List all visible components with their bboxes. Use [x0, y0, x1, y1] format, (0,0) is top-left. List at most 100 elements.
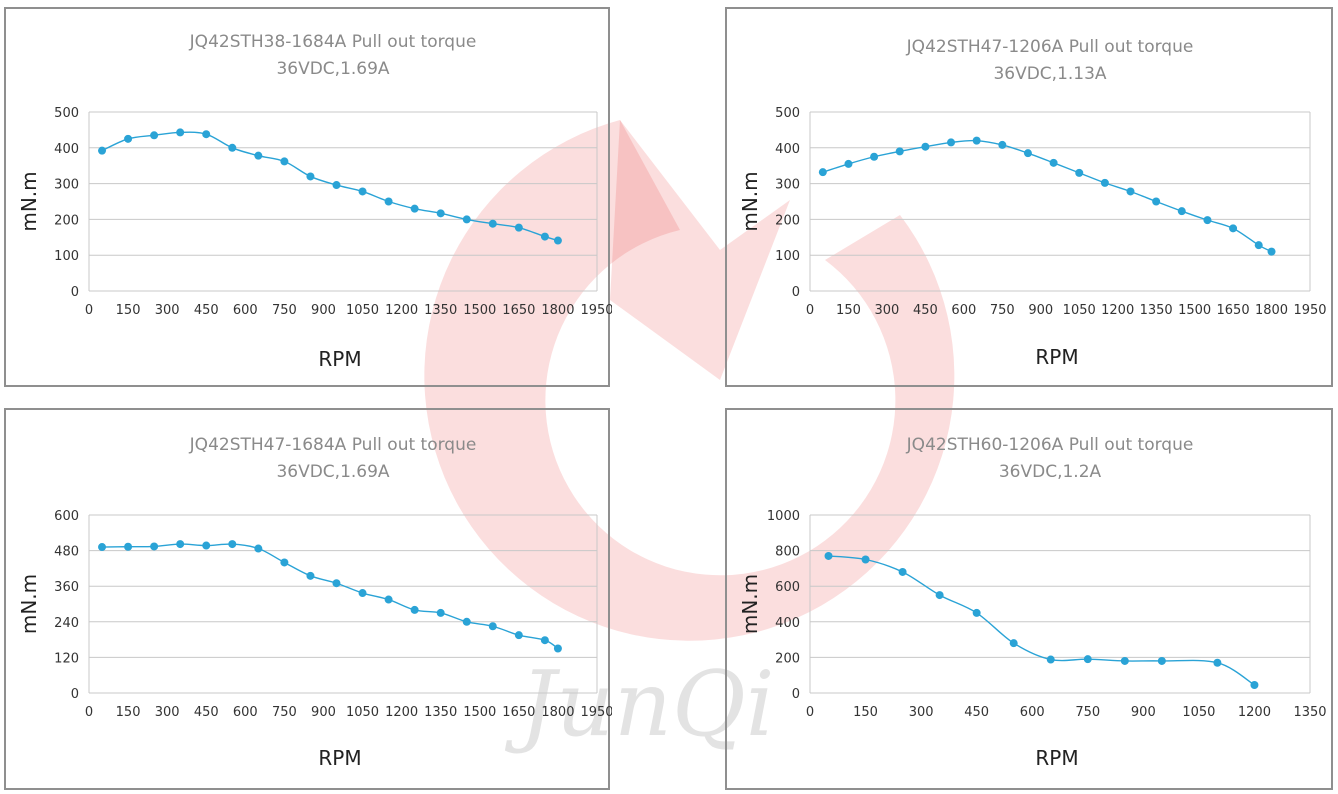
chart-1-svg: JQ42STH38-1684A Pull out torque 36VDC,1.6…: [17, 32, 612, 371]
data-point: [998, 140, 1007, 149]
data-point: [384, 197, 393, 206]
x-tick-label: 1950: [580, 705, 612, 720]
x-tick-label: 1800: [541, 303, 574, 318]
x-tick-label: 450: [194, 705, 219, 720]
chart-2-svg: JQ42STH47-1206A Pull out torque 36VDC,1.1…: [738, 37, 1327, 369]
data-point: [1254, 241, 1263, 250]
data-point: [540, 232, 549, 241]
x-tick-label: 1350: [1140, 303, 1173, 318]
data-point: [1083, 655, 1092, 664]
x-tick-label: 1650: [502, 705, 535, 720]
data-point: [306, 571, 315, 580]
x-tick-label: 1950: [1293, 303, 1326, 318]
data-point: [202, 130, 211, 139]
chart-title: JQ42STH47-1684A Pull out torque: [189, 435, 477, 455]
data-point: [861, 555, 870, 564]
data-point: [462, 617, 471, 626]
data-point: [228, 540, 237, 549]
x-tick-label: 750: [990, 303, 1015, 318]
data-point: [1267, 247, 1276, 256]
data-point: [824, 551, 833, 560]
data-point: [870, 152, 879, 161]
data-point: [98, 543, 107, 552]
data-point: [1049, 158, 1058, 167]
y-axis-title: mN.m: [17, 171, 41, 231]
data-point: [818, 168, 827, 177]
x-tick-label: 1800: [1255, 303, 1288, 318]
y-axis-title: mN.m: [17, 574, 41, 634]
y-tick-label: 0: [71, 687, 79, 702]
y-tick-label: 300: [54, 178, 79, 193]
data-point: [358, 187, 367, 196]
x-tick-label: 1200: [385, 303, 418, 318]
x-tick-label: 150: [853, 705, 878, 720]
data-point: [462, 215, 471, 224]
data-point: [553, 236, 562, 245]
chart-title: JQ42STH60-1206A Pull out torque: [906, 435, 1194, 455]
y-tick-label: 200: [775, 651, 800, 666]
data-point: [1126, 187, 1135, 196]
data-point: [1203, 216, 1212, 225]
chart-panel-2: JQ42STH47-1206A Pull out torque 36VDC,1.1…: [725, 7, 1333, 387]
y-tick-label: 400: [775, 616, 800, 631]
x-tick-label: 450: [913, 303, 938, 318]
x-tick-label: 750: [272, 303, 297, 318]
x-tick-label: 0: [806, 303, 814, 318]
data-point: [1023, 149, 1032, 158]
x-tick-label: 900: [311, 303, 336, 318]
y-tick-label: 0: [71, 285, 79, 300]
data-point: [332, 181, 341, 190]
y-tick-label: 300: [775, 178, 800, 193]
y-tick-label: 400: [54, 142, 79, 157]
data-point: [202, 541, 211, 550]
x-tick-label: 1350: [424, 303, 457, 318]
watermark-brand-text: JunQi: [504, 652, 775, 757]
x-tick-label: 1500: [1178, 303, 1211, 318]
data-point: [898, 567, 907, 576]
x-tick-label: 150: [116, 705, 141, 720]
x-tick-label: 1650: [1217, 303, 1250, 318]
x-axis-title: RPM: [318, 746, 361, 770]
x-tick-label: 1050: [1182, 705, 1215, 720]
data-point: [895, 147, 904, 156]
data-point: [358, 589, 367, 598]
data-point: [1152, 197, 1161, 206]
data-point: [332, 579, 341, 588]
data-point: [1177, 207, 1186, 216]
data-point: [488, 219, 497, 228]
data-point: [1229, 224, 1238, 233]
x-tick-label: 1500: [463, 705, 496, 720]
data-point: [280, 157, 289, 166]
data-point: [540, 636, 549, 645]
x-tick-label: 1050: [346, 705, 379, 720]
data-point: [844, 159, 853, 168]
y-tick-label: 600: [54, 509, 79, 524]
y-tick-label: 100: [775, 249, 800, 264]
x-tick-label: 0: [806, 705, 814, 720]
data-point: [947, 138, 956, 147]
data-point: [1100, 178, 1109, 187]
chart-title: JQ42STH38-1684A Pull out torque: [189, 32, 477, 52]
x-tick-label: 450: [194, 303, 219, 318]
x-axis-title: RPM: [318, 347, 361, 371]
x-tick-label: 1500: [463, 303, 496, 318]
data-point: [972, 608, 981, 617]
chart-panel-1: JQ42STH38-1684A Pull out torque 36VDC,1.6…: [4, 7, 612, 387]
y-tick-label: 0: [792, 687, 800, 702]
series-line: [822, 139, 1272, 253]
y-tick-label: 100: [54, 249, 79, 264]
data-point: [410, 605, 419, 614]
x-tick-label: 600: [233, 303, 258, 318]
x-tick-label: 1350: [424, 705, 457, 720]
data-point: [176, 540, 185, 549]
x-tick-label: 1050: [346, 303, 379, 318]
y-tick-label: 400: [775, 142, 800, 157]
data-point: [1250, 680, 1259, 689]
data-point: [972, 136, 981, 145]
x-axis-title: RPM: [1035, 746, 1078, 770]
y-tick-label: 0: [792, 285, 800, 300]
data-point: [1046, 655, 1055, 664]
x-tick-label: 150: [836, 303, 861, 318]
data-point: [384, 595, 393, 604]
